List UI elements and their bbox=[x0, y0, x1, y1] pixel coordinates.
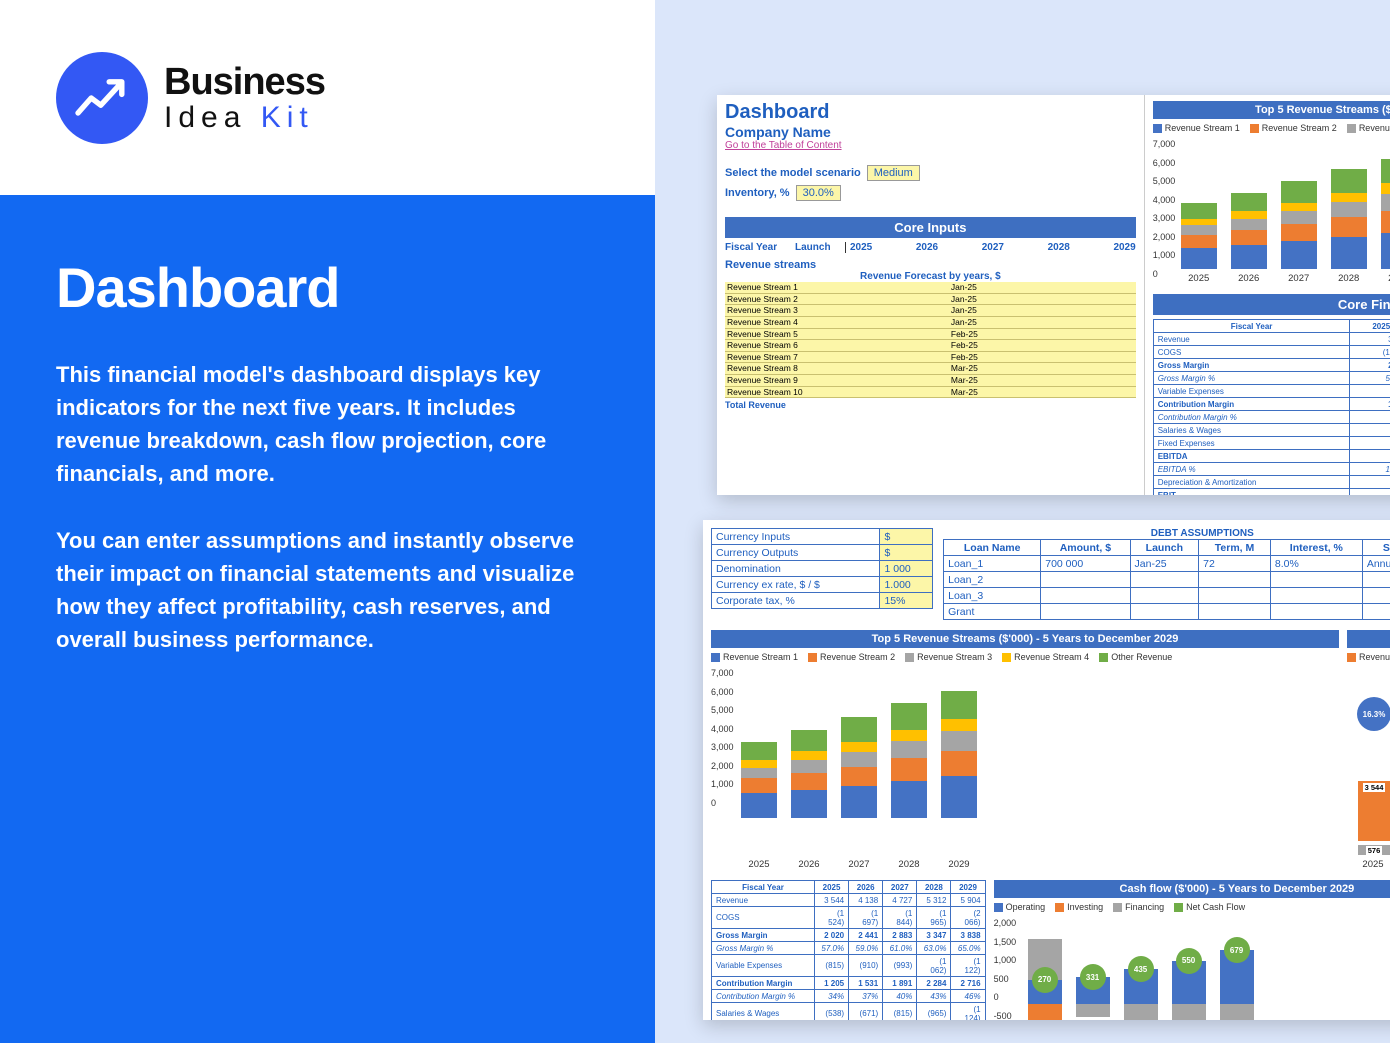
bar-group-2025[interactable] bbox=[1181, 203, 1217, 269]
company-name-label: Company Name bbox=[725, 124, 1136, 140]
inventory-value[interactable]: 30.0% bbox=[796, 185, 841, 201]
scenario-value[interactable]: Medium bbox=[867, 165, 920, 181]
profitability-chart-title: Profitability ($'000) - 5 Years to Decem… bbox=[1347, 630, 1390, 648]
description-paragraph-1: This financial model's dashboard display… bbox=[56, 358, 599, 490]
legend-item-revenue-stream-4: Revenue Stream 4 bbox=[1002, 652, 1089, 662]
page-title: Dashboard bbox=[56, 255, 599, 320]
top5-chart-title-bottom: Top 5 Revenue Streams ($'000) - 5 Years … bbox=[711, 630, 1339, 648]
bar-group-2028[interactable] bbox=[1331, 169, 1367, 269]
bar-group-2029[interactable] bbox=[941, 691, 977, 818]
legend-item-net-cash-flow: Net Cash Flow bbox=[1174, 902, 1245, 912]
profitability-bar-2025[interactable]: 16.3% 3 544 576 bbox=[1357, 697, 1390, 855]
legend-item-operating: Operating bbox=[994, 902, 1046, 912]
logo-line2: Idea Kit bbox=[164, 103, 325, 133]
left-column: Business Idea Kit Dashboard This financi… bbox=[0, 0, 655, 1043]
bar-group-2025[interactable] bbox=[741, 742, 777, 818]
bar-group-2029[interactable] bbox=[1381, 159, 1390, 269]
dashboard-info-panel: Dashboard This financial model's dashboa… bbox=[0, 195, 655, 1043]
legend-item-revenue-stream-2: Revenue Stream 2 bbox=[1250, 123, 1337, 133]
currency-table[interactable]: Currency Inputs $ Currency Outputs $ Denomin… bbox=[711, 528, 933, 609]
top5-chart-title: Top 5 Revenue Streams ($'000) - 5 Years … bbox=[1153, 101, 1390, 119]
core-financials-table[interactable]: Fiscal Year20252026202720282029Revenue3 … bbox=[1153, 319, 1390, 495]
bar-group-2028[interactable] bbox=[891, 703, 927, 818]
core-inputs-title: Core Inputs bbox=[725, 217, 1136, 238]
legend-item-revenue-stream-3: Revenue Stream 3 bbox=[905, 652, 992, 662]
bar-group-2026[interactable] bbox=[791, 730, 827, 818]
bar-group-2026[interactable] bbox=[1231, 193, 1267, 269]
toc-link[interactable]: Go to the Table of Content bbox=[725, 140, 1136, 151]
cashflow-bar-2026[interactable]: 331 bbox=[1076, 918, 1110, 1020]
legend-item-other-revenue: Other Revenue bbox=[1099, 652, 1172, 662]
dashboard-screenshot-bottom: Currency Inputs $ Currency Outputs $ Denomin… bbox=[703, 520, 1390, 1020]
cashflow-chart-title-bottom: Cash flow ($'000) - 5 Years to December … bbox=[994, 880, 1390, 898]
legend-item-revenue-stream-1: Revenue Stream 1 bbox=[1153, 123, 1240, 133]
legend-item-revenue-stream-2: Revenue Stream 2 bbox=[808, 652, 895, 662]
dashboard-screenshot-top: Dashboard Company Name Go to the Table o… bbox=[717, 95, 1390, 495]
cashflow-bar-2028[interactable]: 550 bbox=[1172, 918, 1206, 1020]
legend-item-revenue: Revenue bbox=[1347, 652, 1390, 662]
debt-assumptions-table[interactable]: Loan Name Amount, $ Launch Term, M Interest,… bbox=[943, 539, 1390, 620]
legend-item-revenue-stream-1: Revenue Stream 1 bbox=[711, 652, 798, 662]
cashflow-bar-2025[interactable]: 270 bbox=[1028, 918, 1062, 1020]
cashflow-bar-2029[interactable]: 679 bbox=[1220, 918, 1254, 1020]
legend-item-investing: Investing bbox=[1055, 902, 1103, 912]
top5-revenue-bar-chart-2[interactable] bbox=[741, 668, 977, 818]
right-column-screenshot-area: Dashboard Company Name Go to the Table o… bbox=[655, 0, 1390, 1043]
legend-item-revenue-stream-3: Revenue Stream 3 bbox=[1347, 123, 1390, 133]
profitability-bar-chart[interactable]: 16.3%3 54457618.5%4 13876520.7%4 7279802… bbox=[1347, 682, 1390, 855]
fiscal-years-row: 2025 2026 2027 2028 2029 bbox=[845, 242, 1136, 253]
core-financials-table-2[interactable]: Fiscal Year 2025 2026 2027 2028 2029 Revenue 3 … bbox=[711, 880, 986, 1020]
logo-chart-icon bbox=[56, 52, 148, 144]
logo-text: Business Idea Kit bbox=[164, 63, 325, 133]
revenue-streams-table[interactable]: Revenue Stream 1 Jan-25 Revenue Stream 2 Ja… bbox=[725, 282, 1136, 398]
dashboard-header-label: Dashboard bbox=[725, 101, 1136, 124]
core-financials-title: Core Financials ($'000) bbox=[1153, 294, 1390, 315]
description-paragraph-2: You can enter assumptions and instantly … bbox=[56, 524, 599, 656]
legend-item-financing: Financing bbox=[1113, 902, 1164, 912]
logo-line1: Business bbox=[164, 63, 325, 101]
page-root: Business Idea Kit Dashboard This financi… bbox=[0, 0, 1390, 1043]
logo: Business Idea Kit bbox=[56, 52, 325, 144]
header-area: Business Idea Kit bbox=[0, 0, 655, 195]
top5-revenue-bar-chart[interactable] bbox=[1181, 139, 1390, 269]
bar-group-2027[interactable] bbox=[841, 717, 877, 818]
cashflow-bar-2027[interactable]: 435 bbox=[1124, 918, 1158, 1020]
cashflow-bar-chart-2[interactable]: 270 331 435 550 679 bbox=[1028, 918, 1254, 1020]
bar-group-2027[interactable] bbox=[1281, 181, 1317, 269]
